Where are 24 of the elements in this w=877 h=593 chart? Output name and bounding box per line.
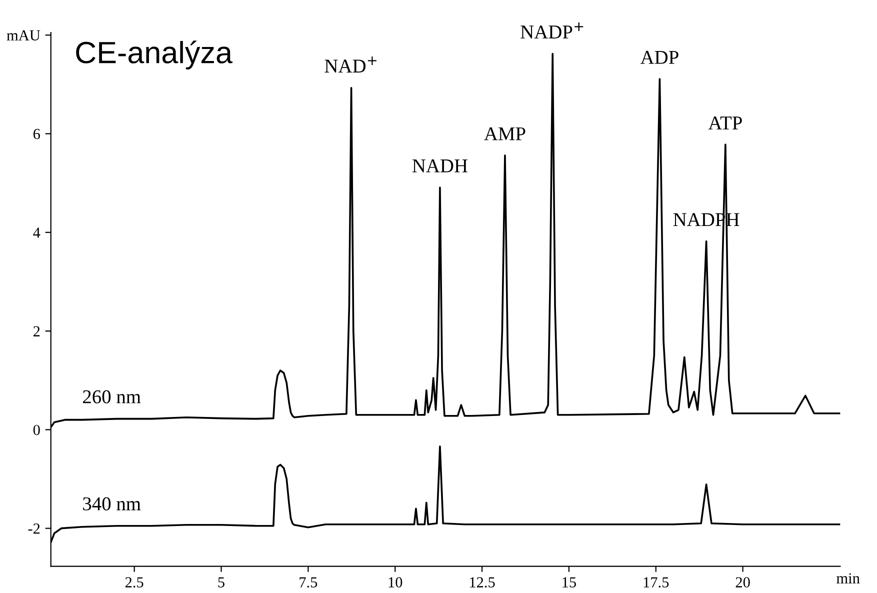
y-tick-label: mAU <box>6 30 40 41</box>
x-tick-label: 5 <box>218 577 224 588</box>
chart-title: CE-analýza <box>76 40 232 70</box>
y-tick-label: -2 <box>28 524 40 534</box>
annotation: NADH <box>412 159 468 172</box>
x-tick-label: 17.5 <box>644 577 669 588</box>
x-tick-label: 20 <box>736 577 750 588</box>
x-tick-label: 2.5 <box>125 577 144 588</box>
x-tick-label: 7.5 <box>300 577 318 588</box>
y-tick-label: 2 <box>33 326 40 336</box>
series-label: 340 nm <box>83 497 141 510</box>
series-label: 260 nm <box>83 390 141 404</box>
y-tick-label: 0 <box>33 424 40 436</box>
annotation: ATP <box>708 116 742 130</box>
x-axis-title: min <box>836 573 860 584</box>
y-tick-label: 6 <box>33 128 40 140</box>
annotation: ADP <box>640 50 678 64</box>
y-tick-label: 4 <box>33 228 40 238</box>
x-tick-label: 10 <box>388 577 402 588</box>
x-tick-label: 15 <box>562 577 576 588</box>
annotation: NADP$^{+}$ <box>520 22 584 38</box>
annotation: NAD$^{+}$ <box>324 56 376 72</box>
annotation: AMP <box>484 127 526 140</box>
x-tick-label: 12.5 <box>470 577 495 588</box>
